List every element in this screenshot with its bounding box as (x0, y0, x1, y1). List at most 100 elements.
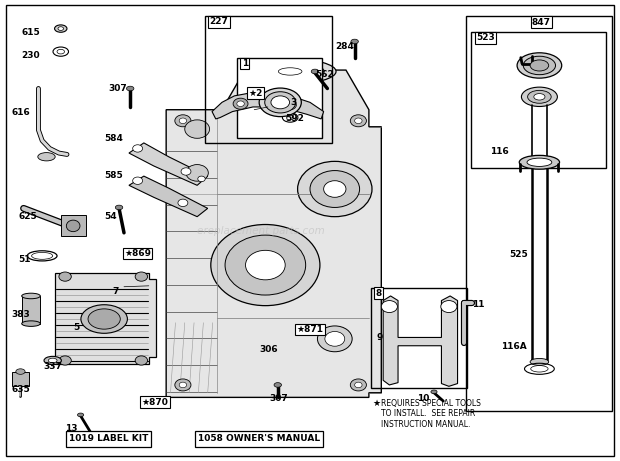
Ellipse shape (88, 309, 120, 329)
Ellipse shape (530, 60, 549, 71)
Text: 1: 1 (242, 59, 248, 68)
Text: ★: ★ (372, 399, 380, 408)
Polygon shape (129, 143, 208, 185)
Text: 616: 616 (11, 108, 30, 118)
Circle shape (211, 225, 320, 306)
Text: 227: 227 (210, 17, 228, 26)
Circle shape (441, 301, 457, 313)
Ellipse shape (16, 369, 25, 374)
Text: 562: 562 (315, 70, 334, 79)
Text: 307: 307 (108, 84, 127, 93)
Bar (237, 58, 322, 138)
Text: 337: 337 (43, 362, 62, 371)
Ellipse shape (259, 88, 301, 117)
Bar (471, 32, 606, 168)
Text: 525: 525 (510, 250, 528, 259)
Ellipse shape (431, 390, 437, 394)
Text: 615: 615 (22, 28, 40, 37)
Text: 3: 3 (290, 98, 296, 107)
Ellipse shape (278, 68, 302, 75)
Text: 847: 847 (532, 18, 551, 27)
Bar (205, 16, 332, 143)
Text: ereplacement parts.com: ereplacement parts.com (197, 225, 324, 236)
Circle shape (135, 356, 148, 365)
Ellipse shape (58, 27, 64, 30)
Circle shape (355, 118, 362, 124)
Ellipse shape (274, 383, 281, 387)
Text: 7: 7 (113, 287, 119, 296)
Ellipse shape (38, 153, 55, 161)
Ellipse shape (22, 293, 40, 299)
Text: 584: 584 (104, 134, 123, 143)
Text: 54: 54 (104, 212, 117, 221)
Circle shape (186, 165, 208, 181)
Ellipse shape (244, 59, 336, 84)
Text: ★2: ★2 (248, 89, 262, 98)
Polygon shape (212, 92, 324, 119)
Polygon shape (166, 70, 381, 397)
Ellipse shape (530, 359, 549, 365)
Circle shape (179, 118, 187, 124)
Text: 306: 306 (259, 345, 278, 354)
Text: ★871: ★871 (296, 325, 324, 334)
Ellipse shape (78, 413, 84, 417)
Circle shape (298, 161, 372, 217)
Circle shape (59, 356, 71, 365)
Text: 51: 51 (19, 254, 31, 264)
Text: 592: 592 (285, 114, 304, 124)
Circle shape (179, 382, 187, 388)
Circle shape (381, 301, 397, 313)
Ellipse shape (534, 94, 545, 100)
Circle shape (350, 115, 366, 127)
Circle shape (225, 235, 306, 295)
Bar (61, 215, 86, 236)
Ellipse shape (115, 205, 123, 210)
Text: 13: 13 (65, 424, 78, 433)
Circle shape (324, 181, 346, 197)
Circle shape (133, 177, 143, 184)
Text: 635: 635 (11, 385, 30, 394)
Ellipse shape (48, 358, 57, 363)
Ellipse shape (268, 65, 312, 78)
Text: 1019 LABEL KIT: 1019 LABEL KIT (69, 434, 148, 443)
Ellipse shape (66, 220, 80, 231)
Bar (371, 288, 467, 388)
Circle shape (246, 250, 285, 280)
Circle shape (198, 176, 205, 182)
Circle shape (175, 115, 191, 127)
Text: 284: 284 (335, 41, 353, 51)
Circle shape (185, 120, 210, 138)
Circle shape (350, 379, 366, 391)
Ellipse shape (351, 39, 358, 44)
Bar (466, 16, 612, 411)
Circle shape (59, 272, 71, 281)
Text: 585: 585 (104, 171, 123, 180)
Ellipse shape (523, 56, 556, 75)
Text: 625: 625 (19, 212, 37, 221)
Circle shape (133, 145, 143, 152)
Ellipse shape (55, 25, 67, 32)
Ellipse shape (256, 62, 324, 81)
Ellipse shape (81, 305, 128, 333)
Text: 307: 307 (270, 394, 288, 403)
Ellipse shape (520, 155, 559, 169)
Text: 523: 523 (476, 33, 495, 42)
Circle shape (178, 199, 188, 207)
Circle shape (284, 100, 296, 110)
Text: ★870: ★870 (141, 397, 168, 407)
Ellipse shape (528, 90, 551, 103)
Text: 5: 5 (73, 323, 79, 332)
Ellipse shape (271, 96, 290, 109)
Ellipse shape (265, 92, 296, 113)
Ellipse shape (527, 158, 552, 166)
Circle shape (317, 326, 352, 352)
Bar (12, 372, 29, 386)
Ellipse shape (311, 69, 319, 74)
Text: REQUIRES SPECIAL TOOLS
TO INSTALL.  SEE REPAIR
INSTRUCTION MANUAL.: REQUIRES SPECIAL TOOLS TO INSTALL. SEE R… (381, 399, 480, 429)
Text: 9: 9 (377, 333, 383, 342)
Circle shape (325, 331, 345, 346)
Circle shape (233, 98, 248, 109)
Text: 8: 8 (376, 289, 382, 298)
Polygon shape (383, 296, 458, 386)
Circle shape (135, 272, 148, 281)
